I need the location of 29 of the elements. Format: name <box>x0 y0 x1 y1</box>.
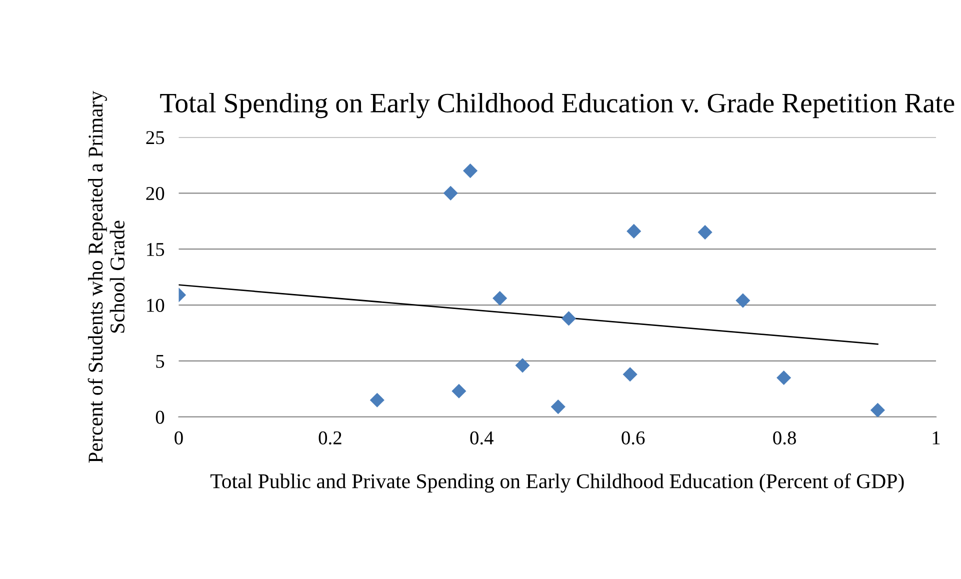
x-tick-label: 0.4 <box>470 431 494 445</box>
point <box>870 402 885 417</box>
point <box>622 367 638 382</box>
point <box>463 164 478 178</box>
point <box>561 311 576 326</box>
y-axis-title: Percent of Students who Repeated a Primary School Grade <box>88 90 125 463</box>
y-tick-label: 25 <box>146 131 164 144</box>
y-tick-label: 20 <box>146 186 164 200</box>
x-tick-label: 1 <box>932 431 940 444</box>
x-tick-label: 0.2 <box>318 431 342 445</box>
point <box>370 392 384 408</box>
x-tick-label: 0.8 <box>773 431 796 445</box>
point <box>492 291 508 306</box>
y-tick-label: 15 <box>147 242 164 256</box>
point <box>776 370 792 386</box>
x-axis-title: Total Public and Private Spending on Early Childhood Education (Percent of GDP) <box>210 473 904 493</box>
point <box>452 384 466 398</box>
point <box>736 293 750 308</box>
y-tick-label: 0 <box>156 410 164 424</box>
x-tick-label: 0.6 <box>622 431 645 445</box>
x-tick-label: 0 <box>174 431 183 444</box>
point <box>626 224 642 238</box>
point <box>698 225 712 240</box>
y-tick-label: 5 <box>156 354 164 368</box>
chart-title: Total Spending on Early Childhood Education v. Grade Repetition Rate <box>160 92 954 118</box>
y-tick-label: 10 <box>147 298 164 312</box>
point <box>515 358 530 373</box>
point <box>443 186 458 200</box>
point <box>550 400 566 414</box>
